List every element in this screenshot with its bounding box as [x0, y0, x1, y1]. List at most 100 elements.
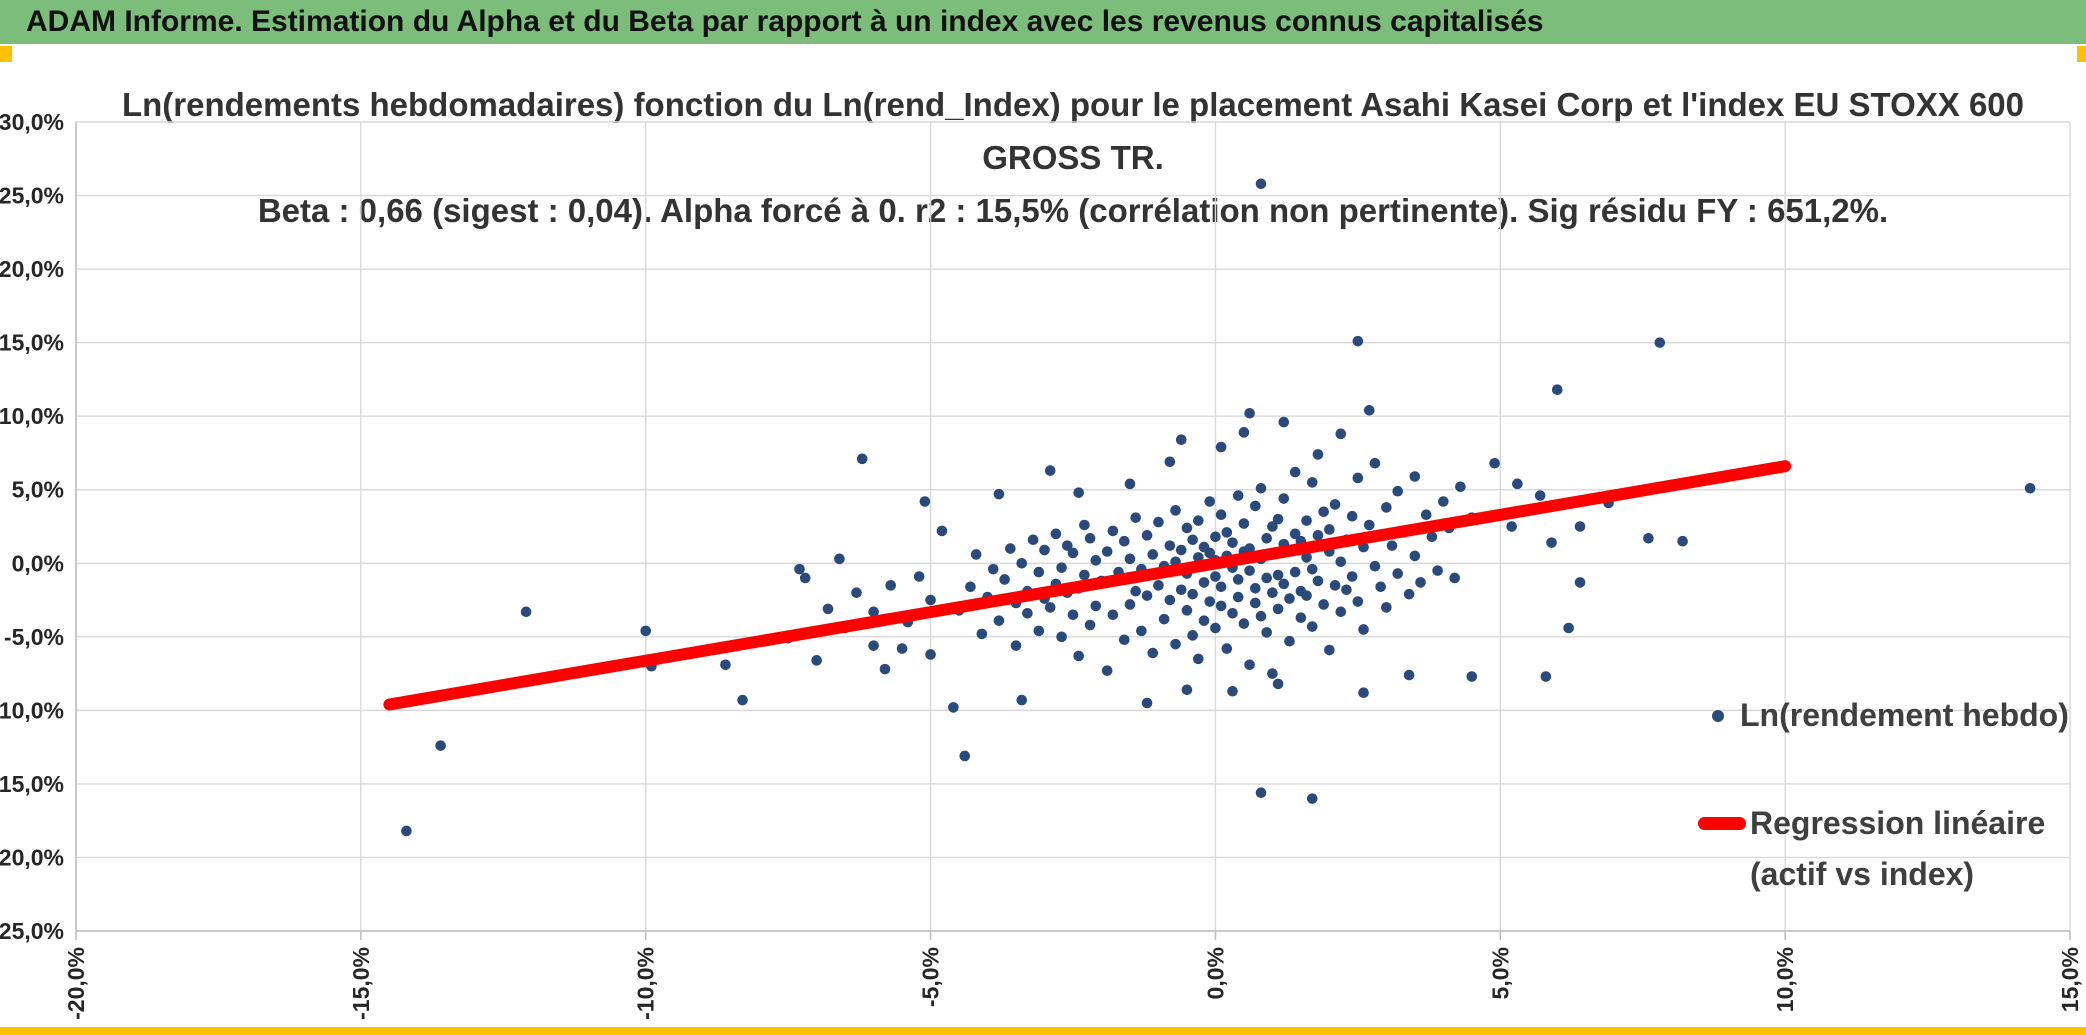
scatter-point — [879, 663, 891, 675]
scatter-point — [822, 603, 834, 615]
scatter-point — [1346, 510, 1358, 522]
scatter-point — [1215, 441, 1227, 453]
scatter-point — [811, 655, 822, 666]
scatter-point — [1073, 650, 1084, 662]
scatter-point — [1056, 631, 1067, 643]
x-axis-tick-label: 5,0% — [1487, 947, 1513, 999]
y-axis-tick-label: -25,0% — [0, 918, 64, 944]
x-axis-tick-label: -15,0% — [348, 947, 374, 1020]
left-accent-marker — [0, 46, 12, 62]
scatter-point — [1284, 593, 1295, 604]
scatter-point — [1506, 521, 1517, 532]
scatter-point — [959, 750, 971, 762]
scatter-point — [1289, 566, 1301, 578]
scatter-point — [925, 594, 936, 606]
scatter-point — [1067, 609, 1079, 621]
scatter-point — [1392, 568, 1404, 579]
scatter-point — [1141, 590, 1153, 601]
scatter-point — [1301, 515, 1312, 526]
scatter-point — [1363, 519, 1375, 531]
scatter-point — [1164, 594, 1176, 606]
scatter-point — [885, 580, 896, 591]
scatter-point — [1455, 481, 1466, 493]
scatter-point — [1164, 540, 1176, 551]
scatter-point — [1022, 607, 1033, 619]
scatter-point — [1130, 585, 1141, 597]
scatter-point — [1198, 577, 1210, 588]
scatter-point — [1289, 466, 1301, 478]
x-axis-tick-label: 0,0% — [1202, 947, 1228, 999]
scatter-point — [1381, 502, 1392, 513]
x-axis-tick-label: -20,0% — [63, 947, 89, 1020]
scatter-point — [1153, 580, 1164, 591]
scatter-point — [1005, 543, 1016, 554]
scatter-point — [1175, 434, 1187, 446]
scatter-point — [737, 694, 748, 706]
scatter-point — [1255, 178, 1267, 190]
scatter-point — [1654, 337, 1666, 348]
scatter-point — [1358, 624, 1369, 635]
scatter-point — [1272, 513, 1284, 525]
scatter-point — [1329, 499, 1341, 510]
scatter-point — [1244, 407, 1255, 419]
scatter-point — [1306, 563, 1318, 575]
scatter-point — [1170, 638, 1181, 650]
scatter-point — [1227, 685, 1238, 697]
scatter-point — [1118, 535, 1130, 547]
scatter-point — [1141, 697, 1153, 709]
scatter-point — [1329, 580, 1341, 591]
scatter-point — [1250, 582, 1261, 594]
scatter-point — [1512, 478, 1523, 490]
y-axis-tick-label: -15,0% — [0, 771, 64, 797]
y-axis-tick-label: -20,0% — [0, 844, 64, 870]
scatter-point — [435, 740, 446, 751]
scatter-point — [1238, 618, 1250, 629]
scatter-point — [1324, 524, 1335, 535]
scatter-point — [1232, 574, 1244, 585]
scatter-point — [1420, 509, 1432, 521]
scatter-point — [1306, 793, 1318, 804]
scatter-point — [970, 549, 982, 560]
scatter-point — [1033, 625, 1045, 637]
scatter-point — [1432, 565, 1443, 576]
scatter-point — [1027, 534, 1039, 546]
scatter-point — [1312, 449, 1324, 460]
scatter-point — [1438, 496, 1449, 507]
scatter-point — [1039, 544, 1050, 556]
scatter-point — [1352, 472, 1364, 484]
scatter-point — [1016, 694, 1028, 706]
x-axis-tick-label: 10,0% — [1772, 947, 1798, 1012]
scatter-point — [919, 496, 931, 507]
scatter-point — [1210, 622, 1221, 634]
scatter-point — [1301, 590, 1312, 601]
scatter-point — [1232, 490, 1244, 501]
scatter-point — [1147, 647, 1159, 659]
scatter-point — [1574, 577, 1586, 588]
scatter-point — [1363, 404, 1375, 416]
y-axis-tick-label: 25,0% — [0, 183, 64, 209]
scatter-point — [1124, 599, 1136, 610]
y-axis-tick-label: 5,0% — [12, 477, 64, 503]
scatter-point — [1067, 547, 1079, 559]
scatter-point — [1574, 521, 1586, 532]
scatter-point — [948, 702, 959, 713]
scatter-point — [1204, 496, 1216, 507]
scatter-point — [1381, 602, 1392, 613]
scatter-point — [1090, 555, 1102, 566]
regression-legend-marker-icon — [1698, 817, 1746, 830]
scatter-point — [1255, 482, 1267, 494]
scatter-point — [834, 553, 845, 565]
scatter-point — [1141, 530, 1153, 541]
scatter-point — [1255, 787, 1267, 799]
scatter-point — [856, 453, 868, 465]
scatter-point — [868, 640, 879, 651]
scatter-point — [936, 525, 948, 537]
y-axis-tick-label: 0,0% — [12, 550, 64, 576]
scatter-point — [1278, 493, 1290, 504]
scatter-point — [1546, 537, 1557, 548]
scatter-point — [1187, 630, 1198, 641]
scatter-point — [1449, 572, 1461, 584]
scatter-point — [1295, 612, 1307, 623]
scatter-point — [1318, 599, 1329, 610]
regression-legend-label-line1: Regression linéaire — [1750, 805, 2046, 841]
